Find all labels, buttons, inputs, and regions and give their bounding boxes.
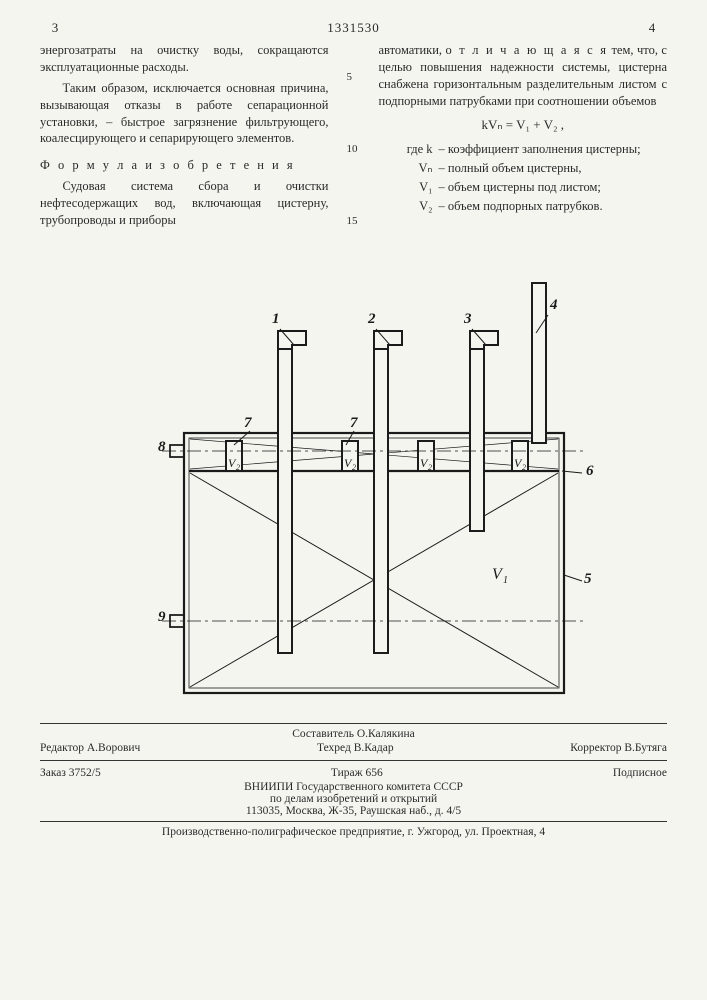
where-def: – коэффициент заполнения цистерны; — [439, 141, 668, 158]
divider — [40, 723, 667, 724]
line-num: 10 — [347, 142, 361, 157]
document-number: 1331530 — [70, 20, 637, 36]
compiler: Составитель О.Калякина — [40, 728, 667, 740]
formula-title: Ф о р м у л а и з о б р е т е н и я — [40, 157, 329, 174]
text-columns: энергозатраты на очистку воды, сокращают… — [40, 42, 667, 233]
tank-diagram: V2V2V2V2V11234567789 — [94, 253, 614, 713]
right-p1: автоматики, о т л и ч а ю щ а я с я тем,… — [379, 42, 668, 110]
svg-text:7: 7 — [350, 415, 358, 431]
svg-text:1: 1 — [272, 311, 280, 327]
figure-container: V2V2V2V2V11234567789 — [40, 253, 667, 713]
svg-text:9: 9 — [158, 609, 166, 625]
editor: Редактор А.Ворович — [40, 742, 140, 754]
equation: kVₙ = V₁ + V₂ , — [379, 116, 668, 134]
where-def: – объем цистерны под листом; — [439, 179, 668, 196]
right-column: автоматики, о т л и ч а ю щ а я с я тем,… — [379, 42, 668, 233]
footer: Составитель О.Калякина Редактор А.Ворови… — [40, 723, 667, 838]
svg-text:2: 2 — [236, 463, 240, 472]
divider — [40, 760, 667, 761]
where-def: – объем подпорных патрубков. — [439, 198, 668, 215]
svg-text:4: 4 — [549, 297, 558, 313]
org1: ВНИИПИ Государственного комитета СССР — [40, 781, 667, 793]
left-p1: энергозатраты на очистку воды, сокращают… — [40, 42, 329, 76]
svg-text:5: 5 — [584, 571, 592, 587]
where-def: – полный объем цистерны, — [439, 160, 668, 177]
left-p2: Таким образом, исключается основная прич… — [40, 80, 329, 148]
line-number-gutter: 5 10 15 — [347, 42, 361, 233]
tirage: Тираж 656 — [331, 767, 383, 779]
where-sym: Vₙ — [379, 160, 439, 177]
svg-text:2: 2 — [352, 463, 356, 472]
left-p3: Судовая система сбора и очистки нефтесод… — [40, 178, 329, 229]
order-row: Заказ 3752/5 Тираж 656 Подписное — [40, 765, 667, 781]
where-list: где k – коэффициент заполнения цистерны;… — [379, 141, 668, 215]
org2: по делам изобретений и открытий — [40, 793, 667, 805]
where-k: где k — [379, 141, 439, 158]
order-no: Заказ 3752/5 — [40, 767, 101, 779]
where-sym: V₁ — [379, 179, 439, 196]
svg-text:1: 1 — [503, 575, 508, 586]
credits-row: Редактор А.Ворович Техред В.Кадар Коррек… — [40, 740, 667, 756]
techred: Техред В.Кадар — [317, 742, 394, 754]
svg-text:7: 7 — [244, 415, 252, 431]
addr: 113035, Москва, Ж-35, Раушская наб., д. … — [40, 805, 667, 817]
svg-text:6: 6 — [586, 463, 594, 479]
left-column: энергозатраты на очистку воды, сокращают… — [40, 42, 329, 233]
signed: Подписное — [613, 767, 667, 779]
svg-text:3: 3 — [463, 311, 472, 327]
header: 3 1331530 4 — [40, 20, 667, 36]
svg-text:2: 2 — [428, 463, 432, 472]
svg-text:8: 8 — [158, 439, 166, 455]
press: Производственно-полиграфическое предприя… — [40, 826, 667, 838]
where-sym: V₂ — [379, 198, 439, 215]
divider — [40, 821, 667, 822]
svg-text:2: 2 — [522, 463, 526, 472]
page-number-right: 4 — [637, 20, 667, 36]
line-num: 15 — [347, 214, 361, 229]
line-num: 5 — [347, 70, 361, 85]
proofreader: Корректор В.Бутяга — [570, 742, 667, 754]
page-number-left: 3 — [40, 20, 70, 36]
page: 3 1331530 4 энергозатраты на очистку вод… — [0, 0, 707, 858]
svg-text:2: 2 — [367, 311, 376, 327]
